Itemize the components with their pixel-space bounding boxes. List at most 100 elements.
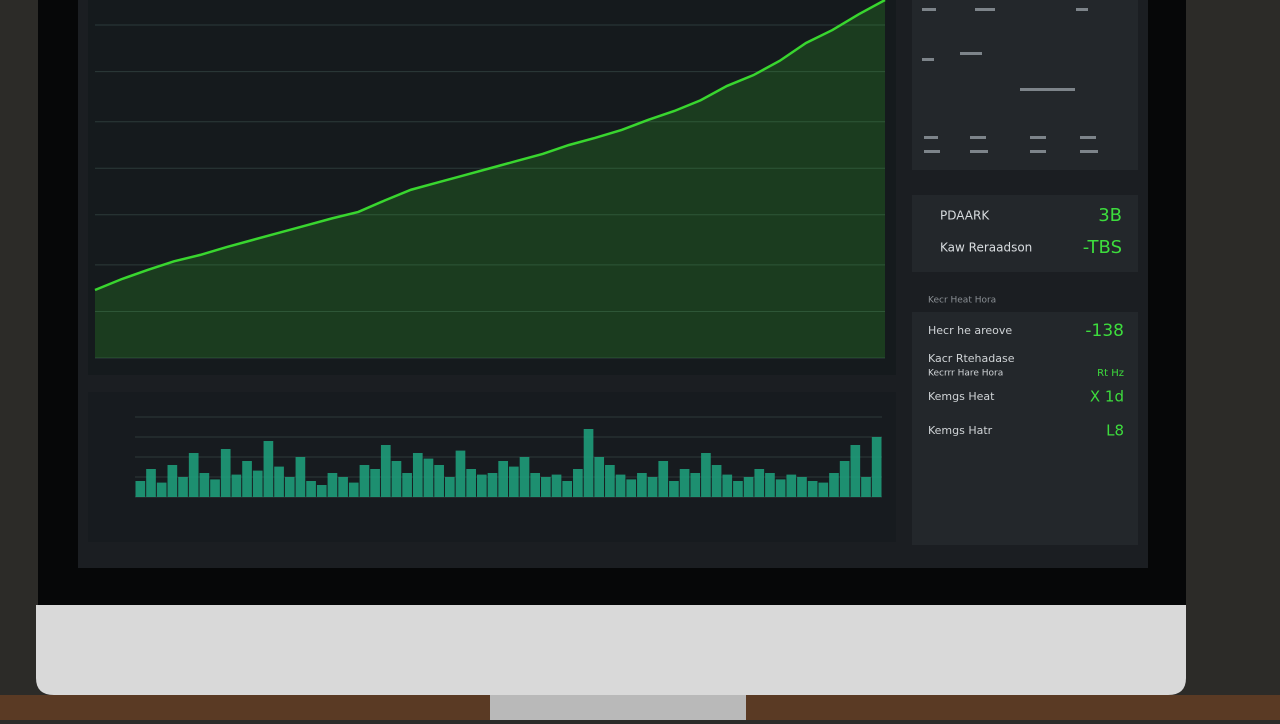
bar [605,465,615,497]
bar [156,482,167,497]
placeholder [922,58,934,61]
monitor-chin [36,605,1186,695]
bar [871,437,882,497]
bar [434,465,444,497]
bar [807,481,818,497]
bar [701,453,711,497]
bar [135,481,146,497]
bar [530,473,541,497]
bar [252,470,263,497]
bar [231,474,242,497]
placeholder [924,150,940,153]
bar [519,457,530,497]
bar [391,461,402,497]
bar [818,482,829,497]
bar [722,474,733,497]
bar [370,469,380,497]
bar [861,477,871,497]
bar [743,477,754,497]
bar [327,473,338,497]
bar [412,453,423,497]
list-label: Kemgs Heat [928,390,995,403]
bar [797,477,807,497]
bar [316,485,327,497]
list-label: Kecrrr Hare Hora [928,369,1003,379]
list-value: -138 [1085,321,1124,341]
stat-value: -TBS [1083,237,1122,258]
bar [786,474,797,497]
line [94,0,886,292]
placeholder [970,136,986,139]
bar [210,479,220,497]
bar [487,473,498,497]
bar [615,474,626,497]
bar [274,466,284,497]
bar [541,477,551,497]
bar [476,474,487,497]
placeholder [1076,8,1088,11]
list-value: L8 [1106,422,1124,440]
bar [754,469,765,497]
bar [775,479,786,497]
placeholder [1080,150,1098,153]
bar [348,482,359,497]
placeholder [960,52,982,55]
info-placeholder [922,8,1098,153]
bar [711,465,722,497]
list-value: X 1d [1090,388,1124,406]
bar [733,481,743,497]
bar [829,473,839,497]
list-label: Kacr Rtehadase [928,352,1015,365]
area-fill [95,0,885,358]
stats-panel [912,195,1138,272]
bar [551,474,562,497]
list-label: Hecr he areove [928,324,1012,337]
bar [359,465,370,497]
bar [679,469,690,497]
section-title: Kecr Heat Hora [928,296,996,306]
stat-value: 3B [1098,205,1122,226]
bar [839,461,850,497]
bar [690,473,701,497]
bar [658,461,669,497]
placeholder [924,136,938,139]
placeholder [1030,150,1046,153]
bar [765,473,775,497]
bar [850,445,861,497]
placeholder [970,150,988,153]
list-label: Kemgs Hatr [928,424,993,437]
bar [295,457,306,497]
bar [498,461,508,497]
bar [455,450,466,497]
bar [637,473,647,497]
bar [146,469,156,497]
volume-panel [88,392,896,542]
stat-label: Kaw Reraadson [940,241,1032,255]
placeholder [1080,136,1096,139]
list-panel [912,312,1138,545]
placeholder [1030,136,1046,139]
bar [423,458,434,497]
bar [626,479,637,497]
bar [402,473,412,497]
bar [306,481,316,497]
bar [594,457,605,497]
placeholder [975,8,995,11]
bar [178,477,188,497]
bar [573,469,583,497]
bar [338,477,348,497]
bar [562,481,573,497]
bar [188,453,199,497]
bar [263,441,274,497]
bar [444,477,455,497]
bar [583,429,594,497]
placeholder [922,8,936,11]
stat-label: PDAARK [940,209,990,223]
bar [380,445,391,497]
bar [466,469,476,497]
bar [242,461,252,497]
list-value: Rt Hz [1097,368,1124,379]
bar [199,473,210,497]
main-chart-panel [88,0,896,375]
